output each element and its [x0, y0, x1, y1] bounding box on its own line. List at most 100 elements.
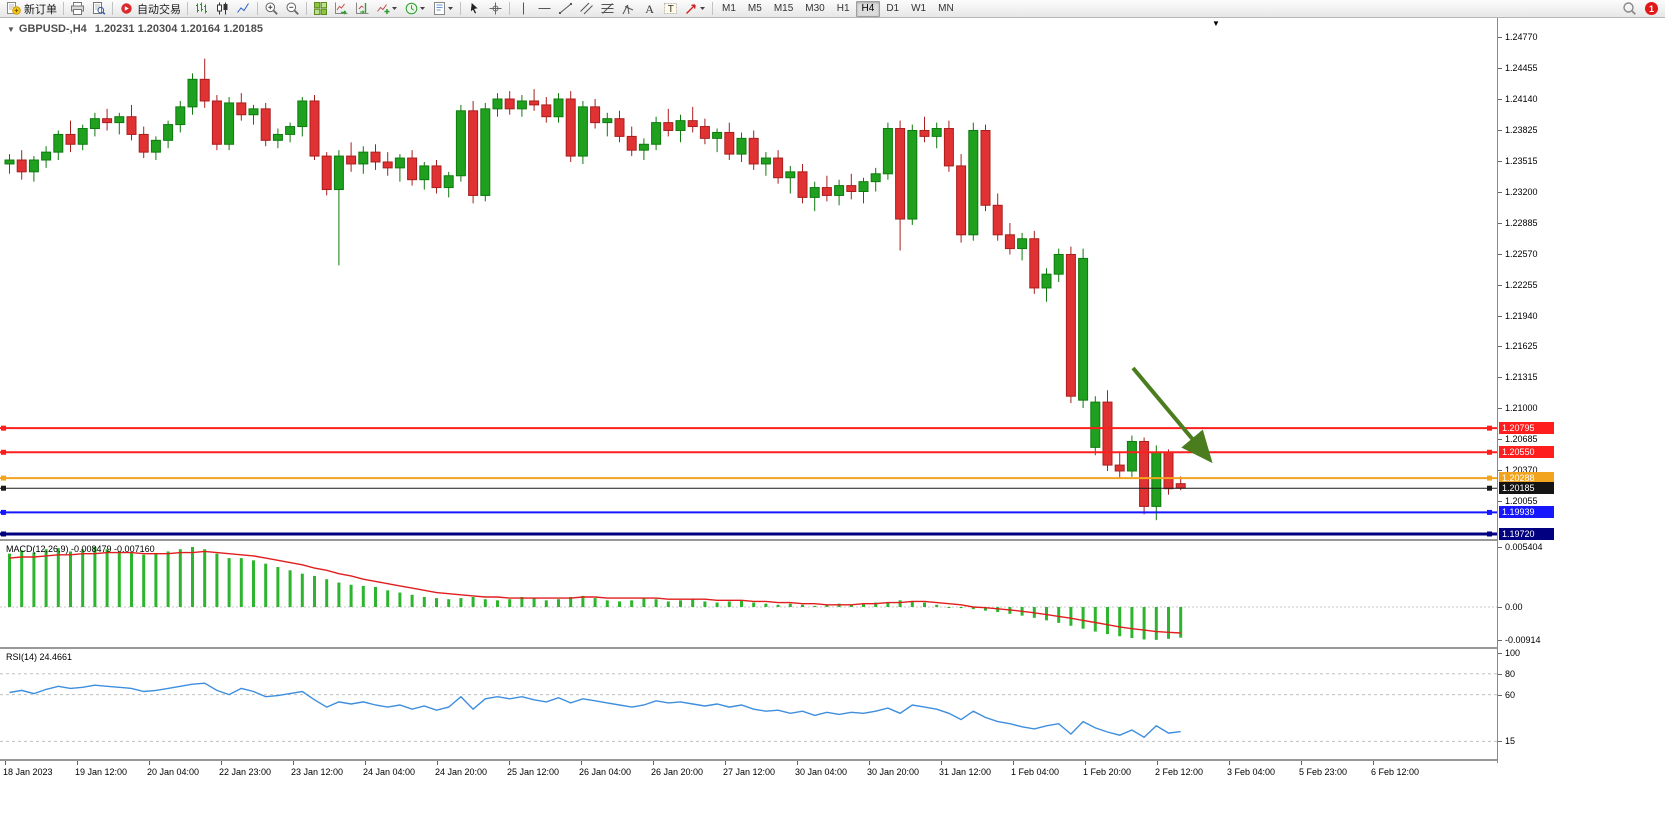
hline-119939[interactable]: [0, 509, 1497, 515]
toolbar-separator: [257, 2, 258, 15]
time-axis-label: 31 Jan 12:00: [939, 767, 992, 777]
timeframe-w1[interactable]: W1: [911, 2, 927, 14]
zoom-in-button[interactable]: [261, 0, 282, 18]
notification-badge[interactable]: 1: [1645, 2, 1658, 15]
time-axis-label: 6 Feb 12:00: [1371, 767, 1420, 777]
timeframe-mn[interactable]: MN: [938, 2, 954, 14]
hline-120550[interactable]: [0, 449, 1497, 455]
periods-button[interactable]: [401, 0, 429, 18]
print-preview-button[interactable]: [88, 0, 109, 18]
timeframe-m1[interactable]: M1: [722, 2, 736, 14]
price-tag: 1.20185: [1499, 482, 1554, 495]
chevron-down-icon: [392, 7, 397, 10]
rsi-panel-canvas[interactable]: [0, 649, 1497, 759]
equidistant-channel-button[interactable]: [576, 0, 597, 18]
panel-separator[interactable]: [0, 647, 1665, 649]
zoom-in-icon: [265, 2, 278, 15]
time-axis: 18 Jan 2023 19 Jan 12:00 20 Jan 04:00 22 Ja…: [0, 761, 1497, 783]
price-tag: 1.20795: [1499, 422, 1554, 435]
arrows-button[interactable]: [681, 0, 709, 18]
new-order-button[interactable]: 新订单: [3, 0, 60, 18]
time-axis-tick: [293, 761, 294, 765]
price-axis-tick: [1498, 501, 1502, 502]
timeframe-h4[interactable]: H4: [855, 0, 881, 17]
channel-icon: [580, 2, 593, 15]
main-chart-canvas[interactable]: [0, 18, 1497, 539]
time-axis-tick: [1373, 761, 1374, 765]
time-axis-label: 25 Jan 12:00: [507, 767, 560, 777]
auto-scroll-button[interactable]: [331, 0, 352, 18]
crosshair-button[interactable]: [485, 0, 506, 18]
chart-shift-button[interactable]: [352, 0, 373, 18]
pitchfork-icon: [622, 4, 634, 15]
price-axis-label: 1.20685: [1505, 434, 1538, 444]
price-axis-label: 1.24455: [1505, 62, 1538, 73]
macd-axis-label: 0.005404: [1505, 541, 1543, 552]
price-axis-tick: [1498, 346, 1502, 348]
rsi-axis-label: 80: [1505, 668, 1516, 679]
tile-icon: [314, 2, 327, 15]
collapse-arrow-icon[interactable]: ▼: [7, 25, 15, 34]
timeframe-m5[interactable]: M5: [747, 2, 762, 14]
time-axis-tick: [221, 761, 222, 765]
timeframe-d1[interactable]: D1: [886, 2, 900, 14]
price-axis-label: 1.24140: [1505, 93, 1538, 104]
hline-120288[interactable]: [0, 475, 1497, 481]
trendline-button[interactable]: [555, 0, 576, 18]
search-button[interactable]: [1619, 0, 1640, 18]
price-axis-tick: [1498, 284, 1502, 286]
line-chart-button[interactable]: [233, 0, 254, 18]
macd-panel-canvas[interactable]: [0, 541, 1497, 647]
candles-icon: [217, 2, 228, 15]
vertical-line-button[interactable]: [513, 0, 534, 18]
hline-119720[interactable]: [0, 531, 1497, 537]
chart-shift-marker[interactable]: ▼: [1212, 19, 1220, 28]
text-label-button[interactable]: T: [660, 0, 681, 18]
hline-120795[interactable]: [0, 425, 1497, 431]
price-axis[interactable]: 1.24770 1.24455 1.24140 1.23825 1.23515 1.232…: [1497, 18, 1665, 763]
time-axis-label: 22 Jan 23:00: [219, 767, 272, 777]
panel-separator[interactable]: [0, 539, 1665, 541]
horizontal-line-button[interactable]: [534, 0, 555, 18]
macd-axis-label: 0.00: [1505, 602, 1523, 612]
annotation-arrow[interactable]: [1131, 366, 1213, 464]
rsi-axis-label: 60: [1505, 689, 1516, 700]
autotrading-button[interactable]: 自动交易: [116, 0, 184, 18]
text-button[interactable]: A: [639, 0, 660, 18]
zoom-out-button[interactable]: [282, 0, 303, 18]
print-button[interactable]: [67, 0, 88, 18]
time-axis-tick: [365, 761, 366, 765]
price-axis-tick: [1498, 470, 1502, 471]
price-axis-label: 1.21315: [1505, 372, 1538, 382]
toolbar-separator: [112, 2, 113, 15]
bid-price-line[interactable]: [0, 485, 1497, 491]
price-axis-tick: [1498, 37, 1502, 38]
chevron-down-icon: [700, 7, 705, 10]
bar-chart-button[interactable]: [191, 0, 212, 18]
print-icon: [71, 2, 84, 15]
time-axis-tick: [77, 761, 78, 765]
autoscroll-icon: [335, 2, 348, 15]
toolbar-separator: [63, 2, 64, 15]
macd-axis-tick: [1498, 546, 1502, 548]
timeframe-h1[interactable]: H1: [836, 2, 850, 14]
tile-windows-button[interactable]: [310, 0, 331, 18]
time-axis-label: 26 Jan 04:00: [579, 767, 632, 777]
preview-icon: [93, 2, 106, 15]
rsi-axis-label: 100: [1505, 648, 1521, 658]
time-axis-label: 1 Feb 20:00: [1083, 767, 1132, 777]
fibonacci-button[interactable]: [597, 0, 618, 18]
cursor-button[interactable]: [464, 0, 485, 18]
andrews-pitchfork-button[interactable]: [618, 0, 639, 18]
templates-button[interactable]: [429, 0, 457, 18]
ohlc-values: 1.20231 1.20304 1.20164 1.20185: [94, 23, 263, 35]
timeframe-m15[interactable]: M15: [773, 2, 794, 14]
price-axis-tick: [1498, 160, 1502, 162]
toolbar: 新订单 自动交易 A T M1 M5 M15 M30 H1 H4 D1 W1 MN 1: [0, 0, 1665, 18]
rsi-label: RSI(14) 24.4661: [6, 652, 73, 662]
time-axis-tick: [581, 761, 582, 765]
indicators-button[interactable]: [373, 0, 401, 18]
panel-separator[interactable]: [0, 759, 1665, 761]
candlestick-chart-button[interactable]: [212, 0, 233, 18]
timeframe-m30[interactable]: M30: [805, 2, 825, 14]
